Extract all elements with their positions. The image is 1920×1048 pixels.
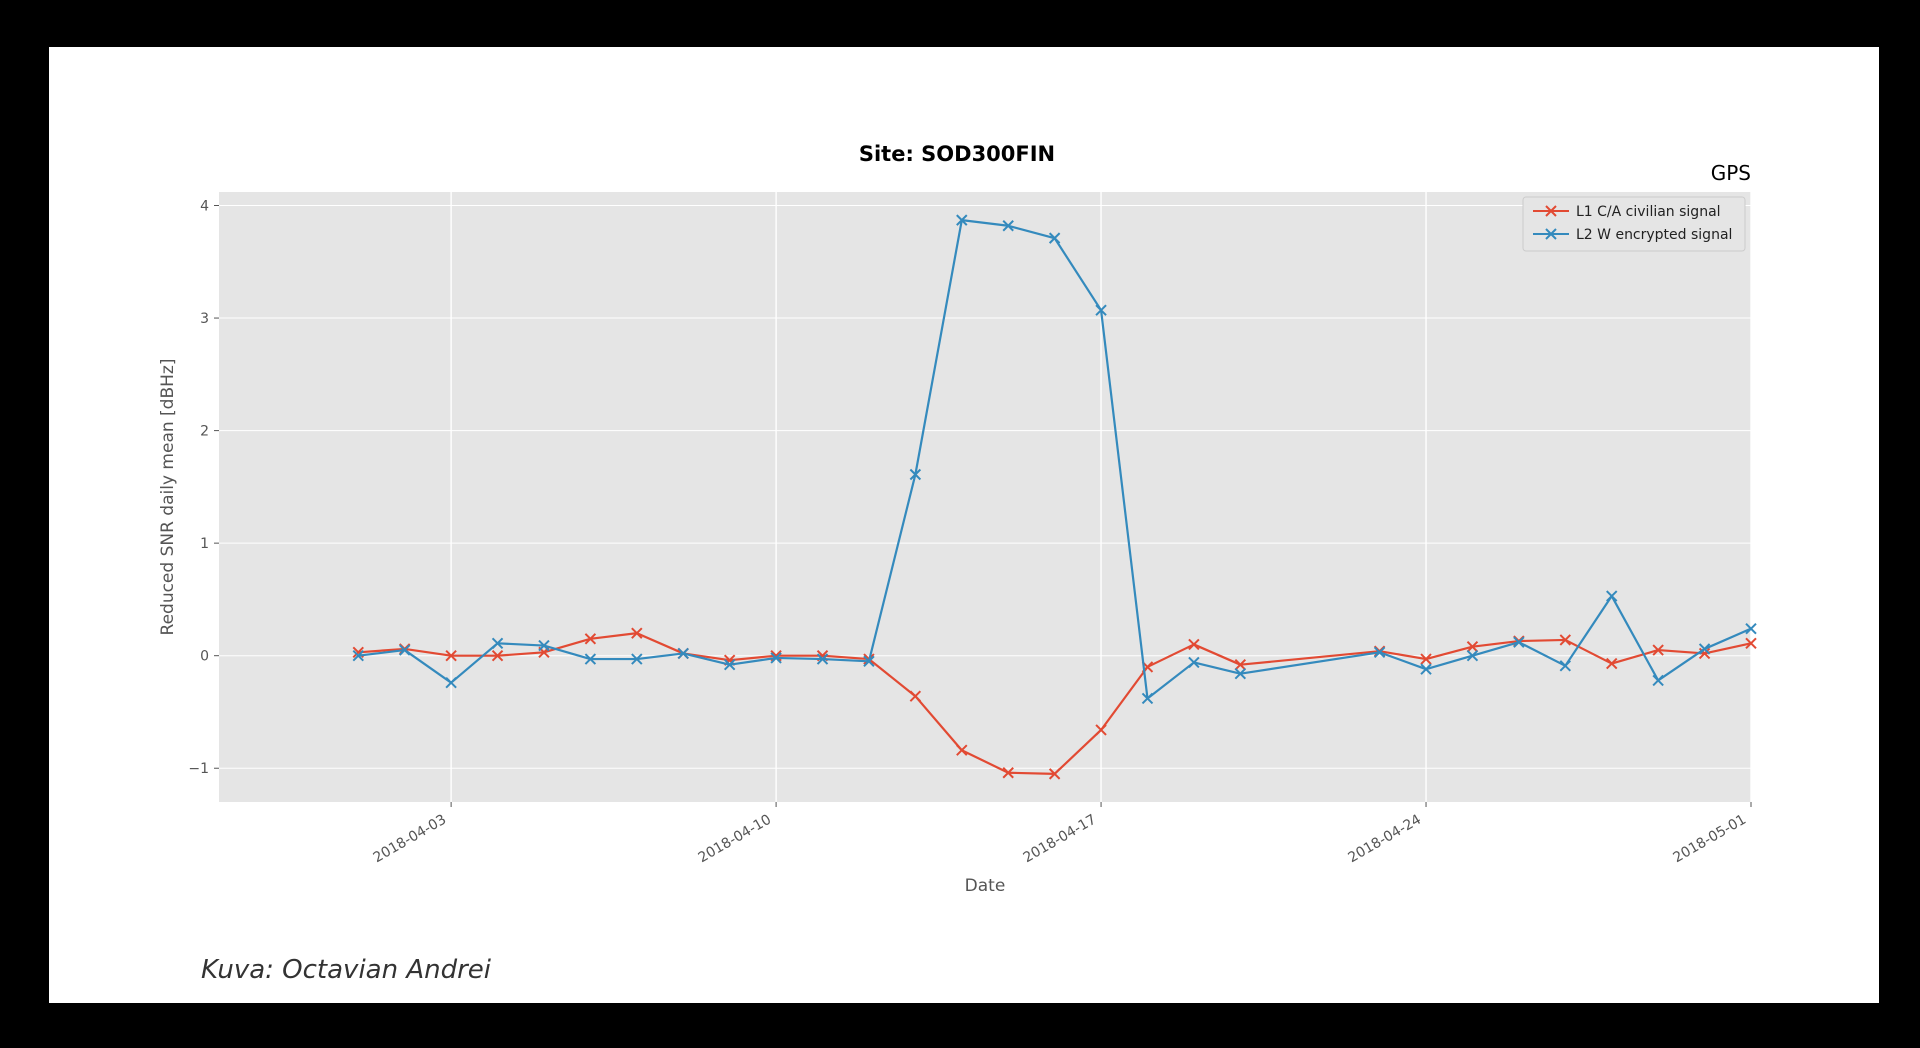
data-point-marker (1095, 724, 1107, 736)
x-tick-label: 2018-04-10 (696, 812, 774, 867)
data-point-marker (1048, 232, 1061, 244)
data-point-marker (816, 653, 829, 665)
data-point-marker (909, 690, 922, 702)
data-point-marker (491, 637, 504, 650)
data-point-marker (538, 639, 550, 652)
data-point-marker (1698, 643, 1711, 655)
chart-title: Site: SOD300FIN (859, 142, 1055, 166)
data-point-marker (1606, 590, 1618, 602)
data-point-marker (1652, 644, 1664, 656)
y-tick-label: 3 (200, 311, 209, 327)
gps-label: GPS (1711, 161, 1751, 185)
legend-marker-l1 (1545, 205, 1557, 217)
data-point-marker (352, 649, 364, 662)
legend-entry-l2: L2 W encrypted signal (1533, 227, 1732, 243)
data-point-marker (1606, 657, 1618, 670)
legend-entry-l1: L1 C/A civilian signal (1533, 204, 1721, 220)
data-point-marker (770, 652, 782, 664)
snr-chart: Site: SOD300FIN GPS −1 0 1 2 3 4 2018-04-03 201… (158, 142, 1757, 896)
data-point-marker (1234, 658, 1247, 671)
data-point-marker (956, 214, 968, 226)
data-point-marker (491, 649, 504, 662)
data-point-marker (1745, 637, 1757, 650)
data-point-marker (445, 649, 457, 662)
data-point-marker (631, 627, 643, 639)
data-point-marker (1559, 634, 1572, 646)
data-point-marker (1188, 656, 1200, 669)
data-point-marker (584, 653, 597, 665)
data-point-marker (1095, 304, 1107, 316)
data-point-marker (1466, 649, 1479, 662)
y-tick-label: −1 (188, 761, 209, 777)
x-axis-label: Date (965, 876, 1006, 896)
data-point-marker (1373, 646, 1386, 659)
data-point-marker (1141, 692, 1154, 705)
photo-credit: Kuva: Octavian Andrei (201, 955, 492, 985)
x-tick-label: 2018-04-03 (371, 812, 449, 867)
data-point-marker (1048, 768, 1061, 780)
data-point-marker (1420, 653, 1432, 665)
x-tick-label: 2018-04-24 (1346, 812, 1425, 867)
data-point-marker (631, 653, 643, 665)
plot-area (219, 192, 1751, 802)
data-point-marker (1559, 660, 1572, 672)
series-lines (352, 214, 1757, 780)
y-axis-label: Reduced SNR daily mean [dBHz] (158, 359, 178, 636)
data-point-marker (1745, 622, 1757, 635)
data-point-marker (445, 676, 457, 689)
data-point-marker (1466, 640, 1479, 653)
x-tick-label: 2018-05-01 (1671, 812, 1749, 867)
data-point-marker (1420, 663, 1432, 675)
legend-label-l2: L2 W encrypted signal (1576, 227, 1732, 243)
data-point-marker (863, 655, 875, 668)
data-point-marker (1513, 636, 1525, 648)
legend-box (1522, 196, 1746, 252)
data-point-marker (956, 744, 968, 756)
y-tick-label: 0 (200, 649, 209, 665)
data-point-marker (1652, 674, 1664, 687)
data-point-marker (1002, 767, 1014, 779)
data-point-marker (677, 647, 689, 660)
legend-label-l1: L1 C/A civilian signal (1576, 204, 1721, 220)
y-tick-label: 2 (200, 424, 209, 440)
data-point-marker (1188, 638, 1200, 651)
legend-marker-l2 (1545, 228, 1557, 240)
x-tick-label: 2018-04-17 (1021, 812, 1099, 867)
data-point-marker (1234, 667, 1247, 680)
legend: L1 C/A civilian signal L2 W encrypted si… (1522, 196, 1746, 252)
data-point-marker (909, 468, 922, 481)
y-tick-label: 4 (200, 199, 209, 215)
data-point-marker (584, 633, 597, 645)
data-point-marker (723, 658, 736, 671)
data-point-marker (1002, 220, 1014, 232)
y-tick-label: 1 (200, 536, 209, 552)
figure-panel: Site: SOD300FIN GPS −1 0 1 2 3 4 2018-04-03 201… (49, 47, 1879, 1003)
data-point-marker (398, 644, 411, 656)
